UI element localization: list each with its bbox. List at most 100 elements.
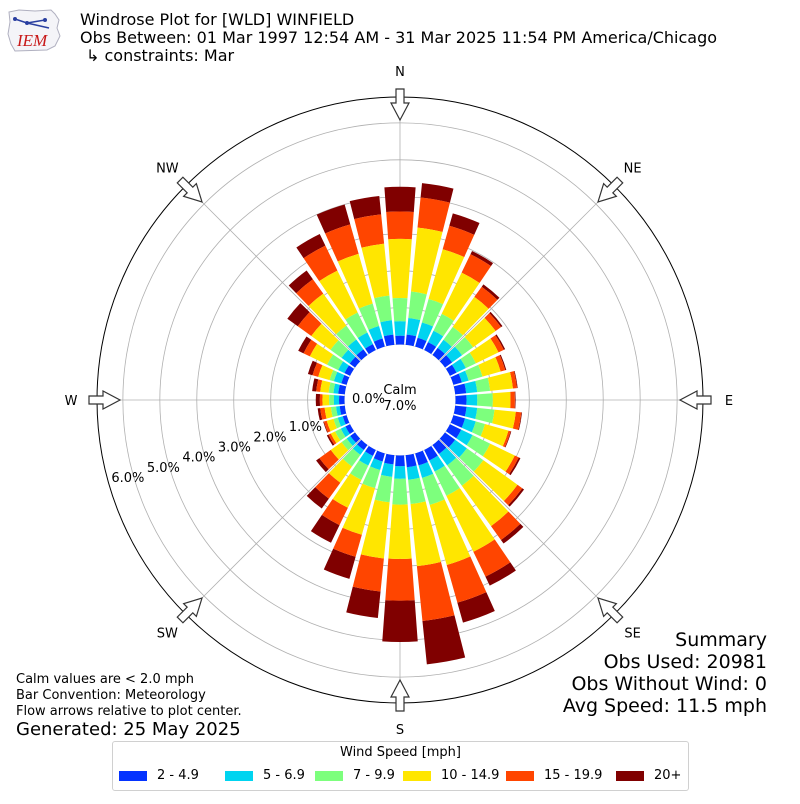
wedge-70-bin-5 <box>495 355 506 372</box>
wedge-130-bin-2 <box>448 439 467 458</box>
wedge-230-bin-1 <box>350 432 361 443</box>
wedge-110-bin-3 <box>471 421 485 437</box>
compass-label-ne: NE <box>624 161 642 176</box>
wedge-160-bin-4 <box>429 499 471 565</box>
wedge-340-bin-3 <box>358 303 380 330</box>
calm-note: Calm values are < 2.0 mph <box>16 672 195 687</box>
wedge-210-bin-5 <box>321 499 348 526</box>
flow-arrow-icon <box>390 678 410 712</box>
wedge-230-bin-5 <box>319 449 339 470</box>
wedge-180-bin-2 <box>394 465 406 479</box>
wedge-110-bin-5 <box>502 430 511 448</box>
wedge-180-bin-5 <box>385 558 415 601</box>
wedge-230-bin-2 <box>346 435 357 446</box>
wedge-40-bin-2 <box>437 339 452 354</box>
flow-arrow-icon <box>390 88 410 122</box>
radial-tick-label: 6.0% <box>111 471 144 486</box>
wedge-50-bin-4 <box>464 317 496 348</box>
wedge-160-bin-2 <box>418 462 434 478</box>
wedge-30-bin-6 <box>470 250 494 267</box>
wedge-100-bin-4 <box>492 409 516 429</box>
wedge-30-bin-3 <box>433 313 454 337</box>
wedge-300-bin-2 <box>338 361 349 374</box>
wedge-260-bin-5 <box>320 407 327 420</box>
wedge-70-bin-2 <box>458 370 469 383</box>
wedge-320-bin-1 <box>356 349 368 361</box>
wedge-180-bin-4 <box>388 504 412 559</box>
wedge-10-bin-4 <box>411 227 443 295</box>
wedge-140-bin-1 <box>432 439 447 454</box>
wedge-90-bin-1 <box>455 395 467 405</box>
wedge-180-bin-1 <box>395 455 405 467</box>
flow-arrow-icon <box>176 176 203 203</box>
wedge-290-bin-4 <box>318 365 334 381</box>
wedge-190-bin-5 <box>352 554 384 592</box>
flow-arrow-icon <box>597 597 624 624</box>
wedge-150-bin-4 <box>446 488 495 552</box>
flow-note: Flow arrows relative to plot center. <box>16 704 242 719</box>
wedge-270-bin-5 <box>319 394 323 406</box>
wedge-260-bin-3 <box>330 406 338 418</box>
wedge-350-bin-5 <box>354 214 385 248</box>
wedge-180-bin-6 <box>382 600 418 643</box>
radial-tick-label: 2.0% <box>253 430 286 445</box>
wedge-50-bin-2 <box>446 346 463 363</box>
wedge-80-bin-3 <box>475 377 491 393</box>
flow-arrow-icon <box>88 390 122 410</box>
legend-swatch <box>403 770 431 781</box>
wedge-120-bin-4 <box>482 443 515 472</box>
wedge-110-bin-4 <box>480 424 509 447</box>
compass-label-w: W <box>65 394 78 409</box>
wedge-170-bin-5 <box>416 561 455 621</box>
wedge-50-bin-3 <box>454 337 474 356</box>
wedge-10-bin-2 <box>406 318 421 337</box>
legend-item: 20+ <box>616 768 681 783</box>
wedge-0-bin-6 <box>384 186 416 213</box>
wedge-20-bin-5 <box>442 225 475 258</box>
wedge-140-bin-5 <box>490 511 521 540</box>
wedge-240-bin-3 <box>335 428 346 441</box>
radial-tick-label: 1.0% <box>289 420 322 435</box>
wedge-220-bin-5 <box>315 473 341 499</box>
wedge-240-bin-5 <box>328 433 337 445</box>
wedge-200-bin-5 <box>333 527 362 557</box>
wedge-210-bin-4 <box>332 473 362 508</box>
wedge-340-bin-4 <box>337 253 373 309</box>
radial-zero-label: 0.0% <box>352 392 386 407</box>
wedge-80-bin-6 <box>513 370 518 389</box>
calm-value: 7.0% <box>383 399 417 414</box>
wedge-150-bin-3 <box>434 465 460 496</box>
bar-convention-note: Bar Convention: Meteorology <box>16 688 206 703</box>
wedge-130-bin-1 <box>439 432 456 448</box>
wedge-290-bin-5 <box>312 362 323 377</box>
flow-arrow-icon <box>176 597 203 624</box>
wedge-130-bin-6 <box>508 488 525 507</box>
legend-swatch <box>315 770 343 781</box>
wedge-190-bin-6 <box>346 586 381 618</box>
wedge-300-bin-6 <box>298 336 312 354</box>
wedge-230-bin-6 <box>316 458 329 473</box>
wedge-220-bin-1 <box>356 439 368 451</box>
legend-swatch <box>119 770 147 781</box>
wedge-210-bin-1 <box>365 445 376 456</box>
wedge-20-bin-3 <box>421 299 444 327</box>
wedge-300-bin-5 <box>303 339 318 357</box>
wedge-260-bin-4 <box>324 407 333 419</box>
wedge-0-bin-2 <box>394 321 406 336</box>
wedge-350-bin-4 <box>361 243 390 299</box>
wedge-280-bin-6 <box>312 378 319 392</box>
legend-item: 15 - 19.9 <box>506 768 602 783</box>
legend-label: 20+ <box>654 768 682 783</box>
wedge-100-bin-1 <box>453 405 467 417</box>
wedge-180-bin-3 <box>392 478 408 505</box>
wedge-310-bin-3 <box>330 340 349 358</box>
wedge-250-bin-5 <box>323 420 331 433</box>
legend-label: 2 - 4.9 <box>157 768 199 783</box>
generated-date: Generated: 25 May 2025 <box>16 719 241 740</box>
wedge-130-bin-4 <box>473 460 518 501</box>
wedge-70-bin-1 <box>450 373 462 385</box>
wedge-320-bin-3 <box>336 325 357 347</box>
wedge-170-bin-3 <box>408 477 426 505</box>
wedge-260-bin-1 <box>339 405 347 415</box>
